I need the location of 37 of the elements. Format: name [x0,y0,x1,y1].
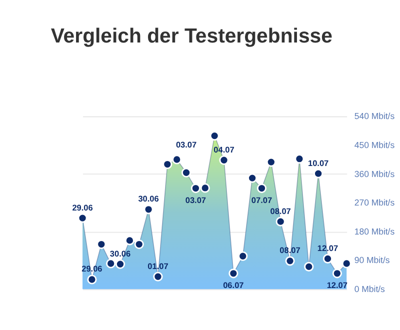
point [181,168,192,178]
point [124,236,134,246]
point [228,268,238,278]
point [322,254,333,264]
chart-title: Vergleich der Testergebnisse [50,25,332,48]
y-tick-label: 270 Mbit/s [354,198,396,208]
y-tick-label: 90 Mbit/s [354,255,390,266]
point [266,157,276,167]
point [304,262,314,272]
point [256,184,267,194]
point [106,258,116,268]
point [332,268,342,278]
point [342,258,352,268]
y-tick-label: 360 Mbit/s [354,168,396,179]
point [153,272,163,282]
point [134,240,144,250]
point [96,240,106,250]
y-tick-label: 0 Mbit/s [354,284,386,294]
y-tick-label: 450 Mbit/s [354,140,396,150]
point [115,259,126,269]
point [190,184,200,194]
point [238,251,248,261]
point [87,274,97,284]
point [285,256,295,266]
point [294,154,304,164]
y-tick-label: 540 Mbit/s [354,111,396,122]
point [219,155,229,165]
point [78,213,88,223]
point [210,131,220,141]
point [314,168,324,178]
point [276,216,286,226]
point [144,204,154,214]
point [247,173,258,183]
point [200,183,210,193]
point [172,154,182,164]
point [162,160,172,170]
y-tick-label: 180 Mbit/s [354,226,396,236]
